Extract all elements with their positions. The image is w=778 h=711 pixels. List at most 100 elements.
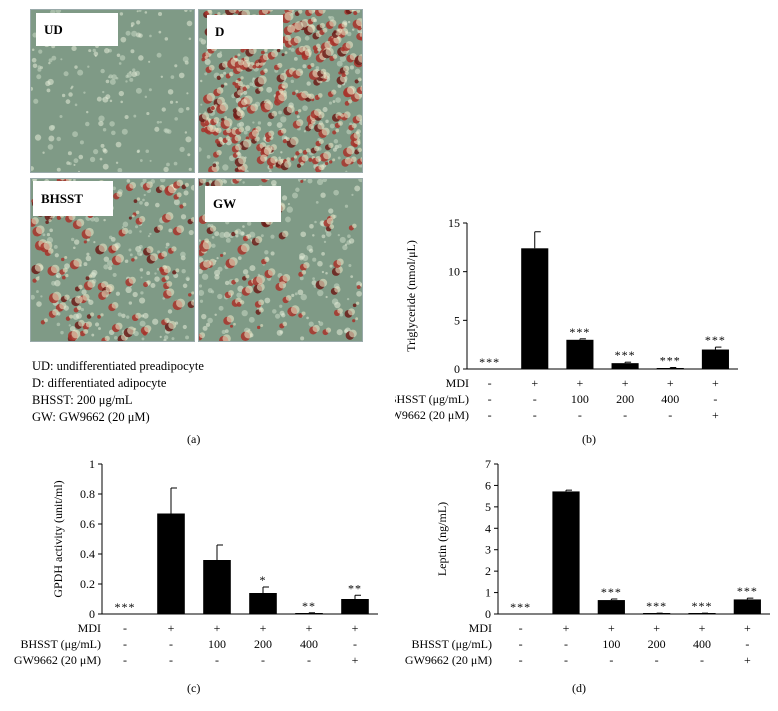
cell: [264, 297, 271, 304]
cell: [138, 297, 146, 304]
cell: [347, 20, 351, 24]
leptin-chart: 0 1 2 3 4 5 6 7 Leptin (ng/mL) *** *** *** *** *** MDI…: [405, 457, 770, 667]
cell: [186, 20, 193, 27]
treatment-value: +: [531, 376, 538, 390]
lipid-droplet: [356, 285, 361, 289]
cell: [48, 58, 53, 63]
cell: [224, 329, 229, 334]
bar: [521, 248, 549, 369]
cell: [350, 275, 354, 278]
significance-label: ***: [737, 584, 758, 598]
cell-body: [257, 75, 267, 85]
cell: [69, 298, 73, 302]
cell-body: [161, 251, 168, 258]
lipid-droplet: [83, 240, 87, 244]
cell: [286, 206, 293, 213]
cell-body: [356, 18, 362, 27]
treatment-value: -: [519, 637, 523, 651]
cell: [55, 272, 62, 279]
cell: [125, 80, 128, 83]
cell: [165, 242, 170, 247]
cell-body: [258, 307, 264, 313]
cell: [323, 240, 327, 244]
cell-body: [260, 154, 268, 162]
cell: [117, 167, 123, 172]
legend-line: GW: GW9662 (20 μM): [32, 410, 150, 424]
cell: [328, 101, 333, 105]
cell: [328, 208, 334, 214]
cell: [249, 265, 256, 272]
cell: [339, 236, 346, 243]
cell: [129, 253, 133, 257]
cell: [83, 91, 86, 94]
cell: [88, 49, 92, 53]
cell: [185, 276, 190, 281]
cell-body: [331, 89, 337, 95]
cell-body: [209, 225, 217, 232]
cell: [280, 151, 283, 154]
treatment-value: -: [353, 637, 357, 651]
cell: [40, 295, 43, 298]
cell-body: [191, 299, 194, 306]
cell-body: [360, 85, 362, 92]
cell: [332, 100, 336, 103]
cell: [337, 84, 342, 88]
cell-body: [98, 243, 108, 253]
cell-body: [219, 73, 224, 78]
cell: [63, 71, 69, 77]
cell: [278, 110, 282, 115]
bar: [157, 513, 185, 614]
cell-body: [308, 123, 314, 130]
cell-body: [74, 295, 83, 304]
cell: [102, 163, 109, 170]
cell: [280, 116, 287, 123]
cell-body: [293, 155, 298, 159]
cell: [120, 100, 123, 104]
cell-body: [278, 88, 284, 94]
cell-body: [242, 59, 251, 68]
cell-body: [34, 263, 44, 272]
cell: [121, 226, 124, 229]
cell: [36, 290, 39, 293]
cell: [46, 233, 51, 237]
cell-body: [359, 283, 362, 287]
cell: [121, 313, 126, 319]
cell: [295, 187, 300, 193]
lipid-droplet: [210, 106, 215, 110]
y-tick-label: 0.6: [80, 517, 95, 531]
cell-body: [176, 298, 186, 308]
cell: [146, 271, 151, 276]
cell-body: [298, 109, 302, 113]
cell: [140, 276, 143, 279]
cell: [171, 337, 175, 341]
cell-body: [255, 236, 263, 244]
cell: [216, 52, 223, 58]
cell-body: [216, 96, 225, 105]
cell: [199, 284, 203, 288]
cell-body: [238, 59, 245, 66]
cell: [105, 79, 110, 84]
cell: [288, 47, 292, 50]
cell: [53, 245, 58, 249]
cell-body: [235, 179, 243, 182]
cell-body: [223, 118, 233, 127]
y-tick-label: 2: [485, 564, 491, 578]
cell-body: [176, 179, 184, 187]
cell: [179, 146, 185, 153]
cell: [86, 252, 90, 256]
cell-body: [314, 108, 322, 117]
lipid-droplet: [354, 79, 359, 84]
cell-body: [234, 134, 242, 142]
cell-body: [131, 214, 135, 218]
cell-body: [48, 218, 52, 222]
cell: [138, 10, 142, 12]
cell: [109, 99, 113, 103]
treatment-value: -: [668, 408, 672, 422]
cell: [121, 128, 128, 135]
cell: [242, 90, 248, 95]
cell: [344, 204, 349, 208]
lipid-droplet: [133, 199, 138, 203]
cell: [311, 280, 317, 286]
cell: [186, 106, 190, 111]
cell: [281, 313, 286, 318]
